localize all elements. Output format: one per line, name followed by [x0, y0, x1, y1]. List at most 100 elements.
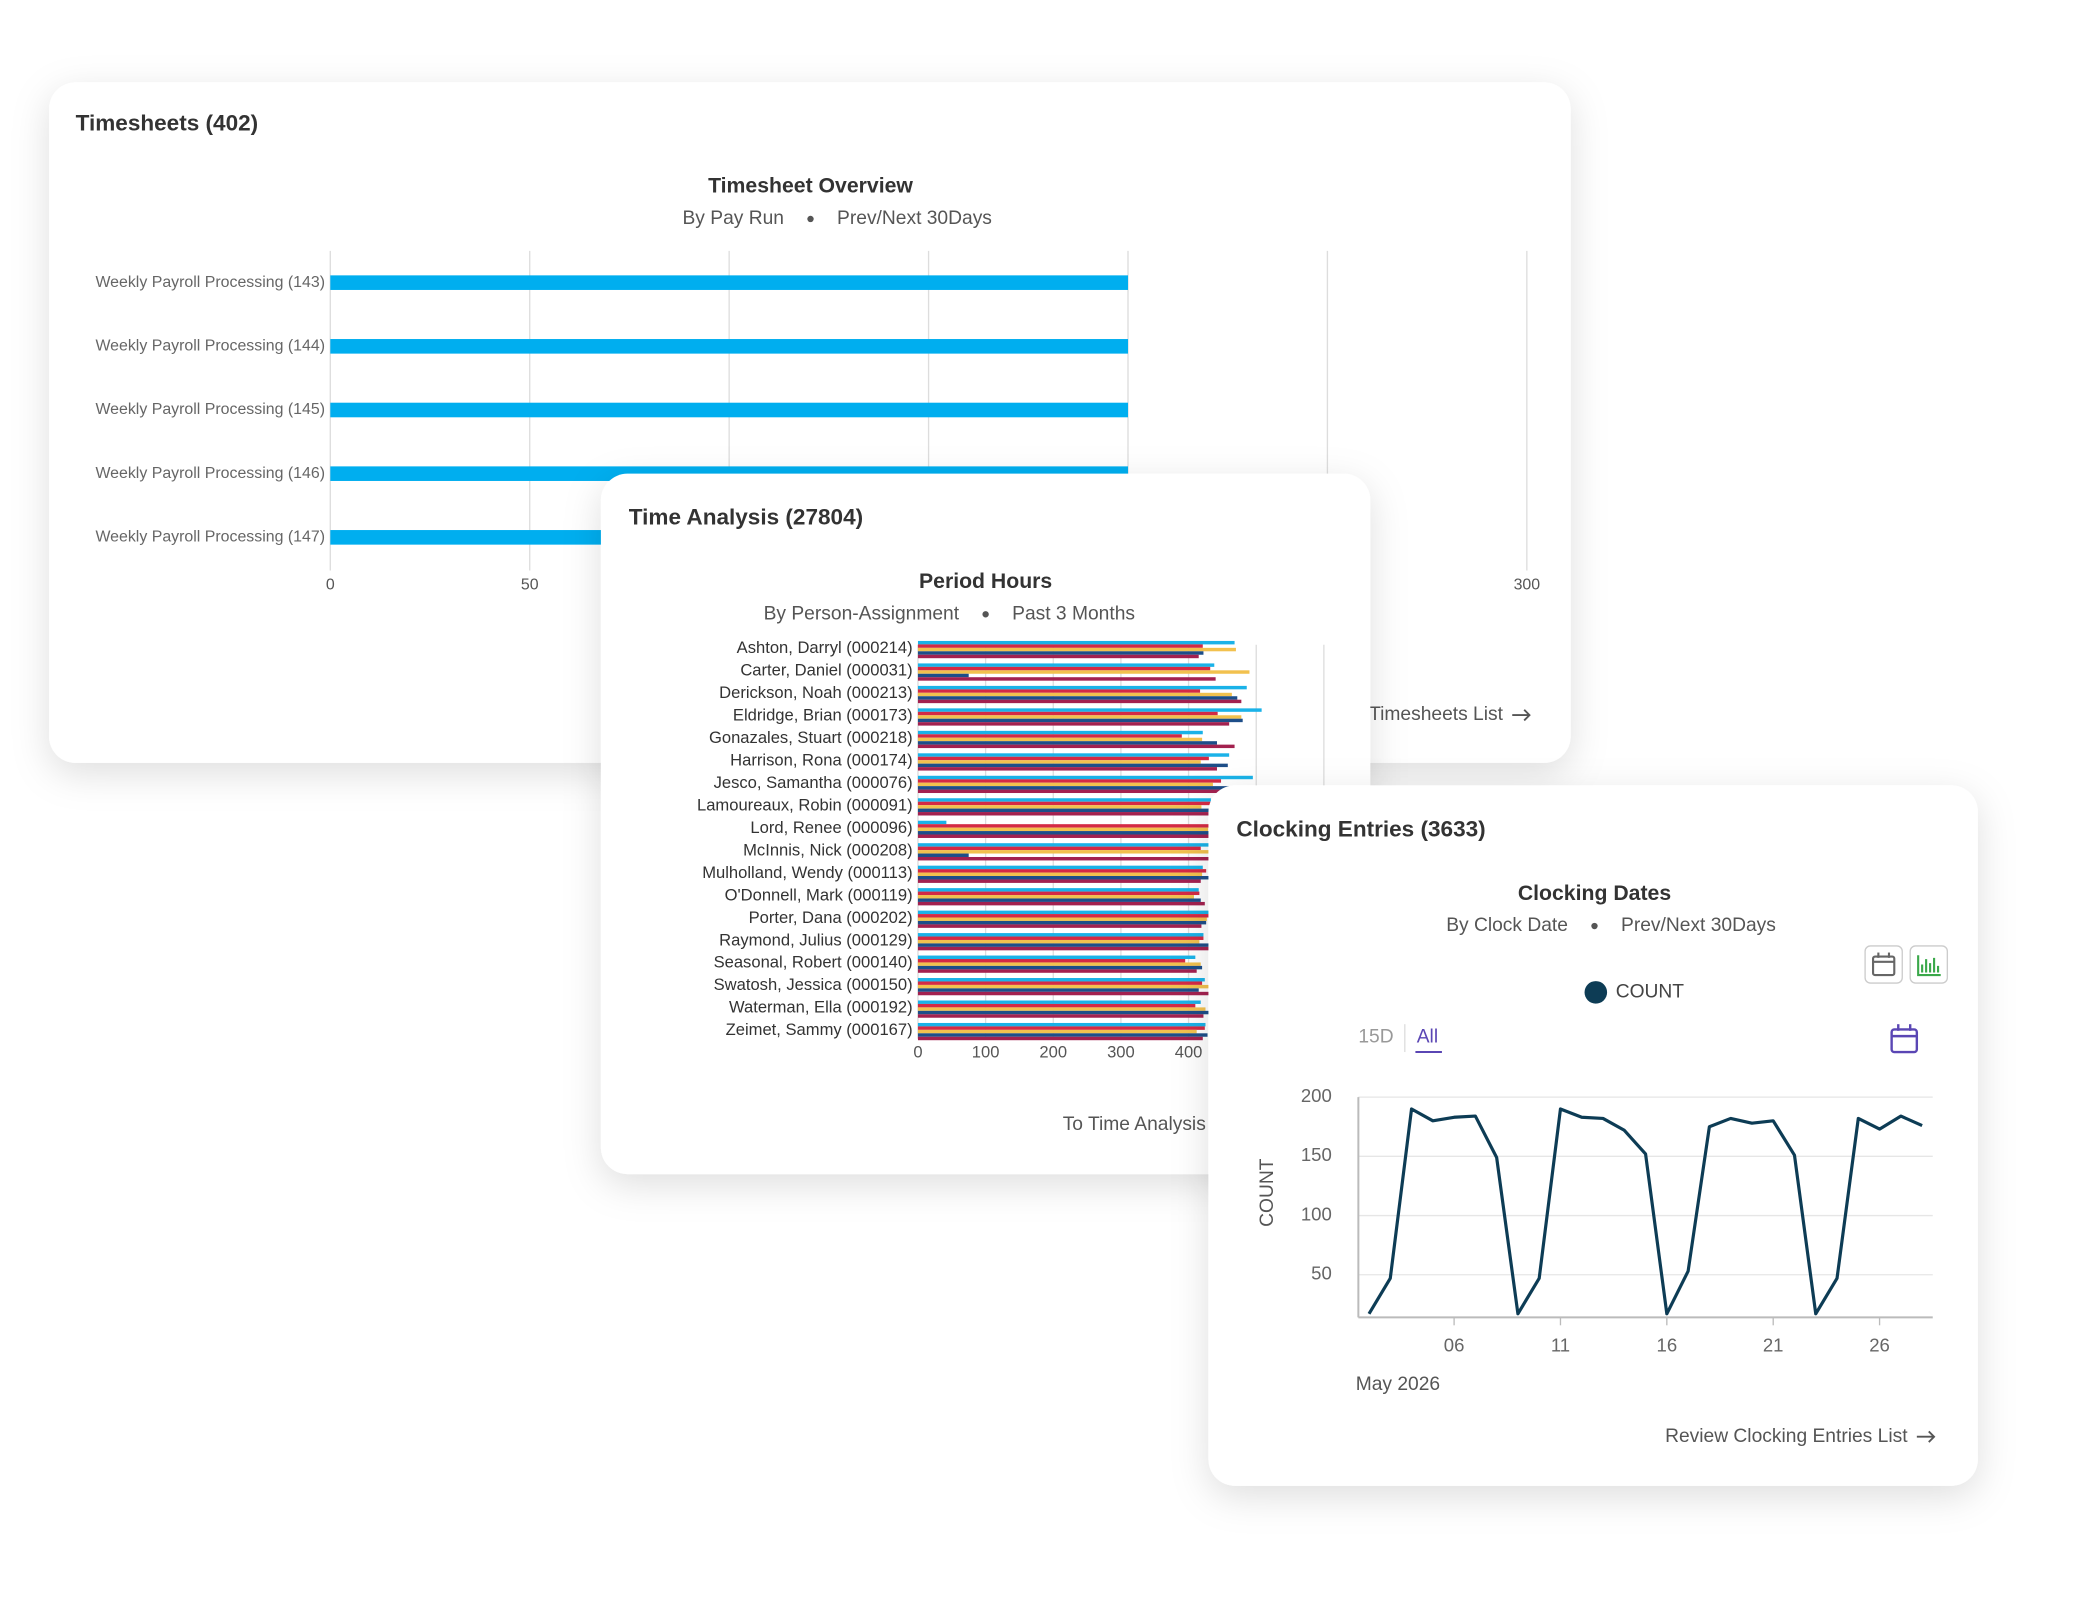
bar — [917, 879, 1201, 883]
bar — [917, 1033, 1208, 1037]
bar — [917, 692, 1232, 697]
x-tick-label: 100 — [972, 1043, 1000, 1062]
subtitle-separator — [807, 215, 814, 223]
y-tick-label: 200 — [1301, 1085, 1332, 1106]
date-picker-button[interactable] — [1890, 1024, 1919, 1054]
x-tick-label: 50 — [521, 576, 539, 593]
bar — [917, 805, 1202, 809]
category-label: Carter, Daniel (000031) — [740, 661, 912, 680]
y-tick-label: 50 — [1311, 1263, 1332, 1284]
bar — [917, 663, 1215, 667]
category-label: Swatosh, Jessica (000150) — [714, 975, 913, 994]
category-label: Weekly Payroll Processing (143) — [95, 274, 325, 291]
bar — [917, 872, 1203, 877]
bar — [917, 820, 947, 825]
x-tick-label: 11 — [1551, 1334, 1570, 1355]
legend-label: COUNT — [1616, 981, 1685, 1002]
chart-subtitle: Prev/Next 30Days — [837, 208, 992, 229]
category-label: Harrison, Rona (000174) — [730, 751, 912, 770]
category-label: Weekly Payroll Processing (147) — [95, 529, 325, 546]
y-tick-label: 150 — [1301, 1144, 1332, 1165]
bar — [917, 644, 1203, 648]
chart-subtitle: By Person-Assignment — [764, 603, 960, 624]
category-label: Mulholland, Wendy (000113) — [702, 863, 912, 882]
bar — [917, 984, 1209, 989]
category-label: Jesco, Samantha (000076) — [714, 773, 913, 792]
bar — [917, 876, 1210, 880]
bar — [917, 978, 1205, 982]
bar — [917, 917, 1207, 921]
category-label: Weekly Payroll Processing (146) — [95, 465, 325, 482]
line-series — [1367, 1107, 1923, 1316]
chart-title: Period Hours — [919, 570, 1052, 593]
x-tick-label: 06 — [1444, 1334, 1465, 1355]
bar — [917, 969, 1197, 973]
x-tick-label: 200 — [1039, 1043, 1067, 1062]
bar — [917, 651, 1204, 655]
bar — [917, 831, 1223, 835]
category-label: McInnis, Nick (000208) — [743, 840, 913, 859]
category-label: O'Donnell, Mark (000119) — [725, 885, 913, 904]
chart-subtitle: Past 3 Months — [1012, 603, 1135, 624]
bar — [917, 763, 1228, 768]
calendar-view-button[interactable] — [1864, 945, 1903, 984]
bar — [917, 910, 1209, 915]
category-label: Derickson, Noah (000213) — [719, 683, 913, 702]
bar — [917, 856, 1216, 861]
range-button[interactable]: All — [1417, 1027, 1438, 1048]
subtitle-separator — [982, 611, 989, 618]
x-tick-label: 0 — [326, 576, 335, 593]
category-label: Waterman, Ella (000192) — [729, 998, 913, 1017]
bar — [917, 955, 1196, 959]
bar — [917, 1003, 1196, 1008]
bar — [917, 744, 1235, 749]
bar — [917, 685, 1247, 690]
x-tick-label: 21 — [1763, 1334, 1784, 1355]
bar — [917, 1010, 1209, 1015]
bar — [917, 1007, 1206, 1011]
footer-link[interactable]: Review Clocking Entries List — [1665, 1426, 1908, 1447]
chart-subtitle: By Pay Run — [682, 208, 783, 229]
bar — [917, 779, 1222, 783]
card-background — [1208, 785, 1978, 1486]
bar — [917, 1036, 1203, 1041]
bar — [917, 843, 1240, 847]
bar — [917, 760, 1201, 764]
bar — [917, 1029, 1197, 1034]
bar — [917, 789, 1236, 794]
range-button[interactable]: 15D — [1358, 1027, 1393, 1048]
bar — [917, 943, 1213, 947]
bar — [917, 775, 1253, 780]
category-label: Ashton, Darryl (000214) — [737, 638, 913, 657]
bar — [917, 734, 1182, 738]
bar — [917, 853, 969, 857]
clocking-entries-card: Clocking Entries (3633) Clocking Dates By … — [1208, 785, 1978, 1486]
bar — [917, 824, 1226, 828]
bar — [917, 808, 1209, 813]
bar — [917, 640, 1235, 645]
category-label: Raymond, Julius (000129) — [719, 930, 913, 949]
category-label: Weekly Payroll Processing (144) — [95, 338, 325, 355]
bar — [917, 722, 1230, 726]
bar — [917, 753, 1230, 757]
bar — [917, 677, 1216, 681]
bar — [917, 901, 1205, 906]
footer-link[interactable]: To Time Analysis — [1063, 1114, 1206, 1135]
bar — [917, 689, 1201, 693]
bar — [917, 756, 1209, 761]
bar — [917, 647, 1236, 652]
bar — [917, 654, 1199, 659]
chart-subtitle: By Clock Date — [1446, 915, 1568, 936]
bar — [917, 1022, 1206, 1027]
x-tick-label: 16 — [1657, 1334, 1678, 1355]
chart-subtitle: Prev/Next 30Days — [1621, 915, 1776, 936]
category-label: Seasonal, Robert (000140) — [714, 953, 913, 972]
category-label: Porter, Dana (000202) — [749, 908, 913, 927]
bar — [917, 965, 1203, 970]
chart-view-button[interactable] — [1909, 945, 1949, 984]
time-analysis-card: Time Analysis (27804) Period Hours By Pers… — [600, 473, 1371, 1175]
y-tick-label: 100 — [1301, 1203, 1332, 1224]
bar — [917, 767, 1217, 771]
bar — [917, 962, 1201, 966]
